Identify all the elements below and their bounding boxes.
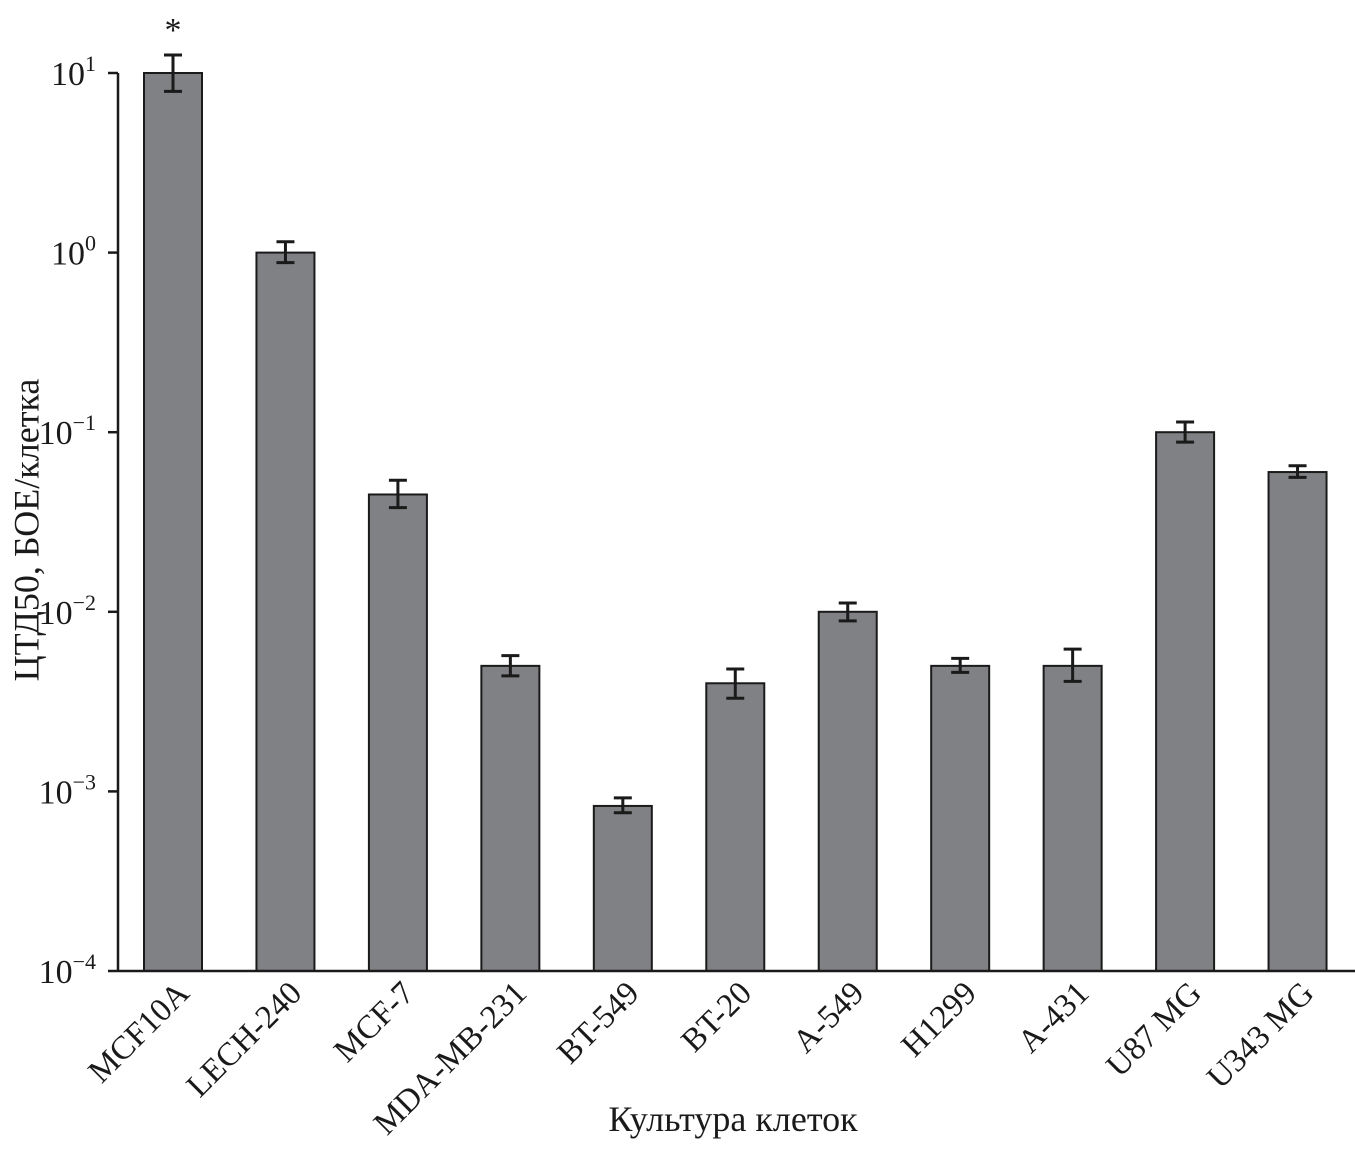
bar	[480, 664, 541, 972]
bar	[592, 804, 653, 973]
y-tick-base: 10	[39, 954, 73, 991]
y-tick-exponent: −4	[73, 949, 96, 974]
error-bar	[164, 53, 182, 93]
y-tick-exponent: −2	[73, 590, 96, 615]
x-tick-label: MCF10A	[82, 975, 197, 1090]
bar	[367, 493, 428, 972]
error-bar	[1063, 647, 1082, 683]
x-tick-label: LECH-240	[180, 975, 309, 1104]
bar	[817, 610, 878, 972]
bar	[255, 251, 316, 973]
annotations: *	[165, 12, 182, 49]
error-bar	[613, 796, 632, 815]
y-tick-base: 10	[39, 595, 73, 632]
error-bars	[164, 53, 1307, 815]
x-tick-label: MCF-7	[327, 975, 421, 1069]
x-tick-label: U87 MG	[1100, 975, 1209, 1084]
error-bar	[1288, 464, 1307, 479]
error-bar	[388, 478, 407, 510]
y-tick-base: 10	[39, 774, 73, 811]
bar	[1267, 471, 1328, 972]
y-tick-exponent: 1	[85, 51, 96, 76]
y-tick-exponent: −1	[73, 410, 96, 435]
y-tick-exponent: −3	[73, 769, 96, 794]
y-tick-label: 101	[51, 51, 96, 93]
x-tick-label: U343 MG	[1200, 975, 1321, 1096]
x-tick-label: BT-549	[551, 975, 647, 1071]
x-tick-label: H1299	[895, 975, 984, 1064]
y-tick-label: 10−2	[39, 590, 96, 632]
y-tick-base: 10	[39, 415, 73, 452]
bars	[143, 72, 1328, 973]
y-axis-title: ЦТД50, БОЕ/клетка	[6, 379, 46, 682]
y-tick-label: 10−4	[39, 949, 96, 991]
x-tick-label: BT-20	[675, 975, 759, 1059]
error-bar	[726, 667, 745, 700]
x-tick-label: A-431	[1011, 975, 1096, 1060]
bar	[143, 72, 203, 972]
y-tick-label: 100	[51, 231, 96, 273]
y-tick-base: 10	[51, 236, 85, 273]
error-bar	[1176, 420, 1195, 444]
significance-marker: *	[165, 12, 182, 49]
error-bar	[501, 654, 520, 678]
bar	[1042, 664, 1103, 972]
y-tick-label: 10−3	[39, 769, 96, 811]
x-axis-title: Культура клеток	[608, 1099, 858, 1139]
bar	[1155, 431, 1216, 972]
error-bar	[838, 601, 857, 623]
y-tick-label: 10−1	[39, 410, 96, 452]
x-tick-label: A-549	[786, 975, 871, 1060]
y-tick-exponent: 0	[85, 231, 96, 256]
error-bar	[951, 656, 970, 674]
error-bar	[276, 240, 295, 265]
bar	[705, 682, 766, 972]
bar	[930, 664, 991, 972]
y-tick-base: 10	[51, 56, 85, 93]
